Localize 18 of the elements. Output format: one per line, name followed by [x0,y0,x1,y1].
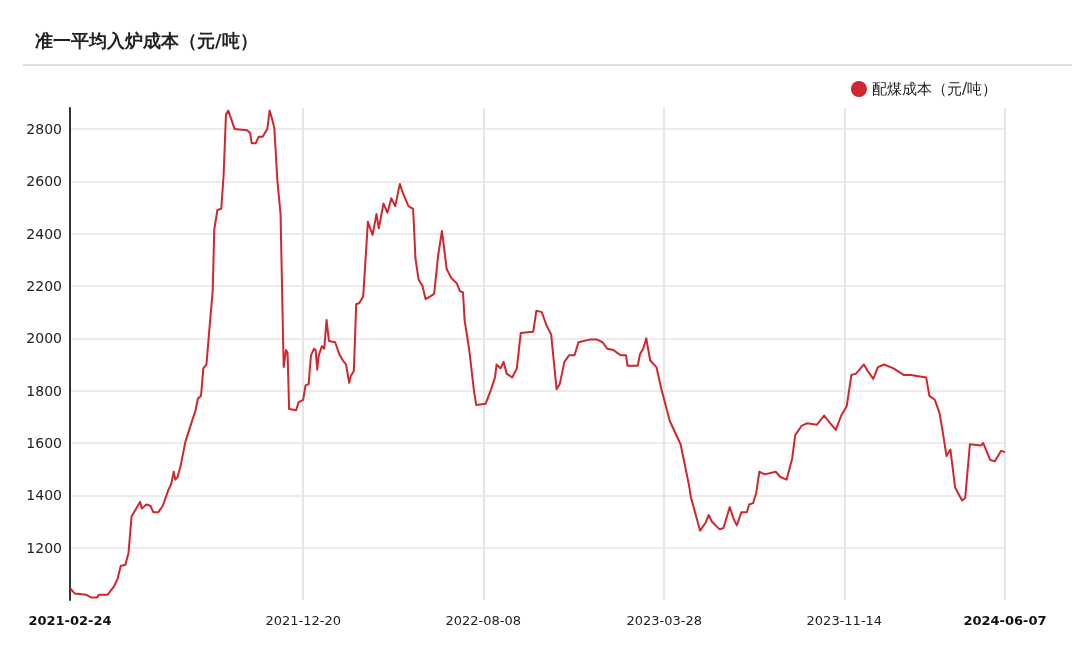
x-tick-label: 2021-12-20 [265,612,341,628]
y-tick-label: 2600 [26,173,62,190]
x-tick-label: 2023-03-28 [626,612,702,628]
y-tick-label: 2200 [26,277,62,294]
y-tick-label: 1200 [26,539,62,556]
y-tick-label: 1800 [26,382,62,399]
legend-label: 配煤成本（元/吨） [871,80,998,98]
x-tick-label: 2021-02-24 [28,612,112,628]
x-tick-label: 2023-11-14 [806,612,883,628]
y-tick-label: 2400 [26,225,62,242]
x-tick-label: 2024-06-07 [963,612,1047,628]
y-tick-label: 1400 [26,487,62,504]
line-series [69,109,1006,599]
chart-title: 准一平均入炉成本（元/吨） [35,29,258,51]
y-tick-label: 2000 [26,330,62,347]
y-tick-label: 1600 [26,434,62,451]
x-tick-label: 2022-08-08 [445,612,522,628]
y-tick-label: 2800 [26,120,62,137]
